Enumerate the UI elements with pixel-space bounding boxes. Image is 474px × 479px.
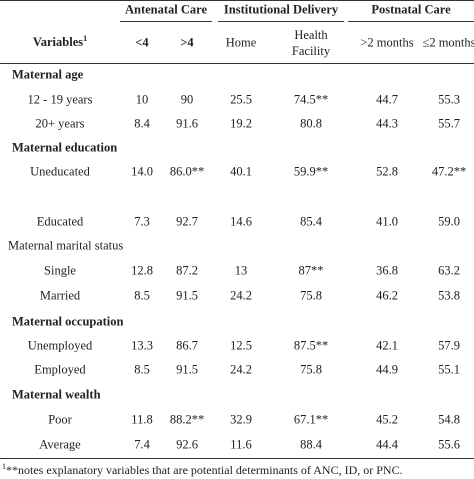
cell: 19.2: [230, 116, 252, 131]
cell: 24.2: [230, 288, 252, 303]
cell: 47.2**: [431, 164, 467, 179]
group-header: Institutional Delivery: [223, 2, 339, 17]
cell: 25.5: [230, 92, 252, 107]
rule: [120, 21, 212, 22]
section-title: Maternal age: [12, 67, 84, 82]
cell: 55.7: [438, 116, 460, 131]
cell: 45.2: [376, 412, 398, 427]
cell: 14.6: [230, 214, 252, 229]
cell: 44.7: [376, 92, 398, 107]
cell: 86.0**: [169, 164, 205, 179]
cell: 75.8: [300, 288, 322, 303]
row-label: 12 - 19 years: [27, 92, 93, 107]
group-header: Antenatal Care: [124, 2, 208, 17]
cell: 46.2: [376, 288, 398, 303]
row-label: Single: [44, 263, 76, 278]
column-header: <4: [135, 35, 149, 50]
cell: 44.3: [376, 116, 398, 131]
cell: 87.5**: [293, 338, 329, 353]
cell: 87**: [298, 263, 324, 278]
column-header: Health Facility: [291, 28, 331, 58]
cell: 40.1: [230, 164, 252, 179]
cell: 75.8: [300, 362, 322, 377]
cell: 59.9**: [293, 164, 329, 179]
cell: 63.2: [438, 263, 460, 278]
column-header-text: Variables: [32, 35, 84, 50]
cell: 44.4: [376, 437, 398, 452]
cell: 57.9: [438, 338, 460, 353]
cell: 44.9: [376, 362, 398, 377]
cell: 12.8: [131, 263, 153, 278]
cell: 12.5: [230, 338, 252, 353]
row-label: Average: [39, 437, 81, 452]
cell: 41.0: [376, 214, 398, 229]
cell: 8.5: [134, 362, 150, 377]
column-header: >4: [180, 35, 194, 50]
cell: 92.6: [176, 437, 198, 452]
cell: 7.4: [134, 437, 150, 452]
column-header: Home: [225, 35, 257, 50]
cell: 55.1: [438, 362, 460, 377]
rule: [0, 63, 474, 64]
footnote: 1**notes explanatory variables that are …: [2, 462, 403, 478]
cell: 91.6: [176, 116, 198, 131]
section-title: Maternal education: [12, 140, 118, 155]
cell: 53.8: [438, 288, 460, 303]
section-title: Maternal occupation: [12, 314, 124, 329]
column-header: >2 months: [360, 35, 414, 50]
cell: 24.2: [230, 362, 252, 377]
row-label: Married: [39, 288, 81, 303]
cell: 85.4: [300, 214, 322, 229]
row-label: 20+ years: [35, 116, 85, 131]
row-label: Poor: [48, 412, 72, 427]
cell: 88.2**: [169, 412, 205, 427]
cell: 91.5: [176, 288, 198, 303]
cell: 7.3: [134, 214, 150, 229]
cell: 11.8: [131, 412, 153, 427]
cell: 42.1: [376, 338, 398, 353]
cell: 87.2: [176, 263, 198, 278]
cell: 52.8: [376, 164, 398, 179]
row-label: Educated: [36, 214, 84, 229]
rule: [0, 0, 474, 1]
row-label: Unemployed: [27, 338, 93, 353]
cell: 14.0: [131, 164, 153, 179]
rule: [0, 458, 474, 459]
cell: 10: [135, 92, 149, 107]
cell: 55.6: [438, 437, 460, 452]
cell: 88.4: [300, 437, 322, 452]
cell: 74.5**: [293, 92, 329, 107]
footnote-text: **notes explanatory variables that are p…: [6, 463, 403, 477]
column-header: ≤2 months: [422, 35, 474, 50]
cell: 86.7: [176, 338, 198, 353]
cell: 8.5: [134, 288, 150, 303]
cell: 32.9: [230, 412, 252, 427]
column-header: Variables1: [33, 34, 87, 50]
cell: 67.1**: [293, 412, 329, 427]
row-label: Uneducated: [30, 164, 90, 179]
cell: 54.8: [438, 412, 460, 427]
cell: 13: [234, 263, 248, 278]
rule: [348, 21, 474, 22]
cell: 36.8: [376, 263, 398, 278]
cell: 8.4: [134, 116, 150, 131]
cell: 55.3: [438, 92, 460, 107]
group-header: Postnatal Care: [371, 2, 451, 17]
row-label: Employed: [34, 362, 86, 377]
footnote-marker: 1: [2, 462, 6, 471]
cell: 80.8: [300, 116, 322, 131]
superscript: 1: [83, 33, 88, 43]
section-title: Maternal wealth: [12, 387, 101, 402]
cell: 92.7: [176, 214, 198, 229]
cell: 90: [180, 92, 194, 107]
cell: 59.0: [438, 214, 460, 229]
cell: 11.6: [230, 437, 252, 452]
section-title: Maternal marital status: [8, 238, 124, 253]
cell: 13.3: [131, 338, 153, 353]
rule: [218, 21, 344, 22]
cell: 91.5: [176, 362, 198, 377]
